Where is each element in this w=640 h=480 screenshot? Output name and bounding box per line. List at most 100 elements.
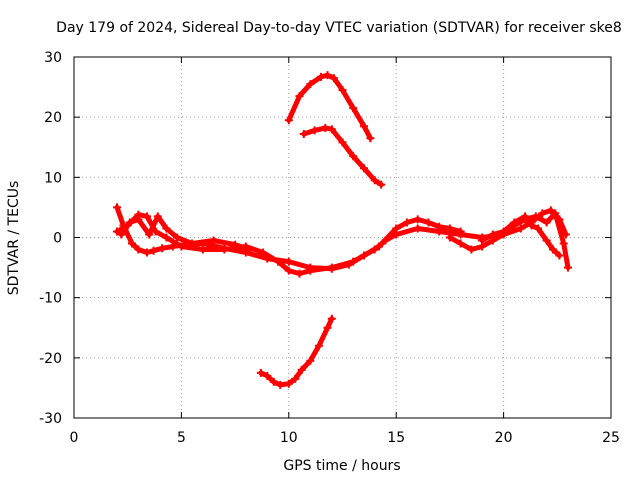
data-point	[284, 257, 293, 266]
data-point	[297, 365, 306, 374]
data-point	[173, 233, 182, 242]
data-point	[145, 230, 154, 239]
x-axis-label: GPS time / hours	[283, 458, 400, 474]
data-point	[231, 240, 240, 249]
data-point	[370, 176, 379, 185]
data-point	[291, 374, 300, 383]
data-point	[516, 224, 525, 233]
data-point	[413, 224, 422, 233]
data-point	[295, 92, 304, 101]
x-tick-label: 10	[280, 430, 298, 446]
data-point	[564, 263, 572, 272]
data-point	[256, 368, 265, 377]
data-point	[284, 116, 293, 125]
data-point	[306, 266, 315, 275]
data-point	[413, 215, 422, 224]
data-point	[366, 134, 375, 143]
data-point	[478, 236, 487, 245]
data-point	[162, 224, 171, 233]
data-point	[284, 266, 293, 275]
x-tick-label: 15	[387, 430, 405, 446]
data-point	[456, 230, 465, 239]
data-point	[153, 212, 162, 221]
data-point	[117, 230, 126, 239]
grid-layer	[74, 57, 611, 418]
data-point	[360, 164, 368, 173]
data-point	[527, 221, 536, 230]
data-point	[149, 246, 158, 255]
data-point	[143, 248, 151, 257]
data-point	[143, 212, 151, 221]
y-tick-label: -10	[39, 291, 62, 307]
data-point	[551, 209, 560, 218]
data-point	[435, 227, 444, 236]
x-tick-label: 25	[602, 430, 620, 446]
data-point	[349, 152, 358, 161]
data-point	[555, 251, 564, 260]
data-point	[323, 323, 332, 332]
data-point	[402, 218, 411, 227]
y-tick-label: 0	[53, 231, 62, 247]
data-point	[306, 80, 315, 89]
data-point	[542, 218, 551, 227]
data-point	[499, 227, 508, 236]
data-point	[198, 245, 207, 254]
y-axis-label: SDTVAR / TECUs	[6, 181, 22, 296]
data-point	[113, 227, 121, 236]
data-point	[284, 379, 293, 388]
data-point	[274, 257, 283, 266]
data-point	[113, 203, 121, 212]
data-point	[349, 104, 358, 113]
data-point	[162, 233, 171, 242]
data-point	[263, 371, 272, 380]
series-line	[479, 213, 562, 258]
data-point	[377, 180, 386, 189]
data-point	[220, 245, 229, 254]
data-point	[424, 218, 433, 227]
y-tick-label: -30	[39, 411, 62, 427]
data-point	[158, 244, 167, 253]
data-point	[531, 212, 540, 221]
data-point	[188, 239, 197, 248]
data-point	[370, 245, 379, 254]
data-point	[125, 218, 134, 227]
data-point	[327, 314, 336, 323]
y-tick-label: -20	[39, 351, 62, 367]
data-point	[549, 245, 557, 254]
data-point	[323, 71, 332, 80]
data-point	[246, 245, 255, 254]
data-point	[299, 130, 308, 138]
data-point	[295, 269, 304, 278]
y-tick-label: 10	[44, 170, 62, 186]
data-point	[276, 380, 285, 389]
data-point	[538, 209, 547, 218]
series-arc-high-upper	[284, 71, 375, 143]
chart-title: Day 179 of 2024, Sidereal Day-to-day VTE…	[56, 20, 622, 36]
data-point	[559, 239, 568, 248]
data-point	[177, 242, 186, 251]
data-point	[317, 72, 325, 81]
data-point	[521, 212, 530, 221]
data-point	[321, 124, 330, 132]
data-point	[329, 74, 338, 83]
data-point	[392, 230, 401, 239]
x-tick-label: 20	[495, 430, 513, 446]
series-line	[258, 316, 335, 388]
data-point	[381, 236, 390, 245]
data-point	[488, 230, 497, 239]
y-tick-label: 30	[44, 50, 62, 66]
data-point	[134, 245, 143, 254]
data-point	[314, 341, 323, 350]
data-point	[327, 263, 336, 272]
tick-layer: 0 5 10 15 20 25 -30 -20 -10 0 10 20 30	[39, 50, 620, 446]
data-point	[269, 377, 278, 386]
data-point	[128, 239, 136, 248]
series-line	[286, 72, 373, 141]
data-point	[445, 233, 454, 242]
data-point	[306, 356, 315, 365]
x-tick-label: 5	[177, 430, 186, 446]
data-point	[310, 126, 319, 135]
data-point	[209, 236, 218, 245]
series-band-5	[478, 212, 564, 260]
